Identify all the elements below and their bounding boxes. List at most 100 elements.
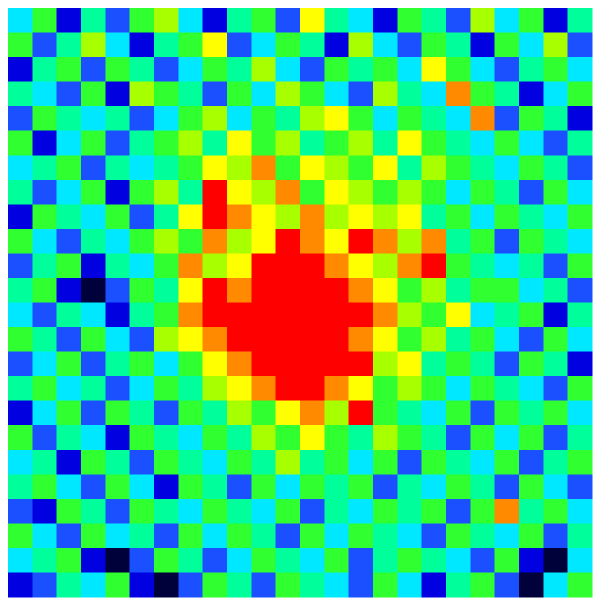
heatmap-cell [349, 376, 374, 401]
heatmap-cell [32, 253, 57, 278]
heatmap-cell [470, 572, 495, 597]
heatmap-cell [543, 106, 568, 131]
heatmap-cell [276, 523, 301, 548]
heatmap-cell [422, 327, 447, 352]
heatmap-cell [470, 253, 495, 278]
heatmap-cell [8, 376, 33, 401]
heatmap-cell [446, 572, 471, 597]
heatmap-cell [32, 8, 57, 33]
heatmap-cell [519, 106, 544, 131]
heatmap-cell [8, 401, 33, 426]
heatmap-cell [81, 106, 106, 131]
heatmap-cell [397, 253, 422, 278]
heatmap-cell [470, 106, 495, 131]
heatmap-cell [568, 180, 593, 205]
heatmap-cell [324, 376, 349, 401]
heatmap-cell [32, 548, 57, 573]
heatmap-cell [568, 425, 593, 450]
heatmap-cell [495, 523, 520, 548]
heatmap-cell [446, 303, 471, 328]
heatmap-cell [251, 229, 276, 254]
heatmap-cell [373, 278, 398, 303]
heatmap-cell [446, 352, 471, 377]
heatmap-cell [543, 229, 568, 254]
heatmap-cell [446, 155, 471, 180]
heatmap-cell [300, 204, 325, 229]
heatmap-cell [276, 106, 301, 131]
heatmap-cell [324, 278, 349, 303]
heatmap-cell [373, 253, 398, 278]
heatmap-cell [105, 327, 130, 352]
heatmap-cell [495, 180, 520, 205]
heatmap-cell [349, 8, 374, 33]
heatmap-cell [349, 352, 374, 377]
heatmap-cell [519, 131, 544, 156]
heatmap-cell [470, 131, 495, 156]
heatmap-cell [349, 425, 374, 450]
heatmap-cell [422, 8, 447, 33]
heatmap-cell [178, 33, 203, 58]
heatmap-cell [178, 106, 203, 131]
heatmap-cell [470, 376, 495, 401]
heatmap-cell [470, 352, 495, 377]
heatmap-cell [543, 474, 568, 499]
heatmap-cell [495, 450, 520, 475]
heatmap-cell [470, 401, 495, 426]
heatmap-cell [227, 180, 252, 205]
heatmap-cell [519, 278, 544, 303]
heatmap-cell [130, 57, 155, 82]
heatmap-cell [397, 204, 422, 229]
heatmap-cell [251, 278, 276, 303]
heatmap-cell [105, 572, 130, 597]
heatmap-cell [373, 425, 398, 450]
heatmap-cell [397, 8, 422, 33]
heatmap-cell [81, 229, 106, 254]
heatmap-cell [300, 450, 325, 475]
heatmap-cell [81, 376, 106, 401]
heatmap-cell [495, 352, 520, 377]
heatmap-cell [130, 180, 155, 205]
heatmap-cell [32, 499, 57, 524]
heatmap-cell [300, 180, 325, 205]
heatmap-cell [57, 572, 82, 597]
heatmap-cell [495, 474, 520, 499]
heatmap-cell [154, 33, 179, 58]
heatmap-cell [324, 253, 349, 278]
heatmap-cell [349, 450, 374, 475]
heatmap-cell [32, 155, 57, 180]
heatmap-cell [568, 253, 593, 278]
heatmap-cell [32, 425, 57, 450]
heatmap-cell [324, 180, 349, 205]
heatmap-cell [81, 82, 106, 107]
heatmap-cell [203, 253, 228, 278]
heatmap-cell [519, 474, 544, 499]
heatmap-cell [349, 401, 374, 426]
heatmap-cell [543, 327, 568, 352]
heatmap-cell [178, 499, 203, 524]
heatmap-cell [446, 33, 471, 58]
heatmap-cell [154, 401, 179, 426]
heatmap-cell [57, 82, 82, 107]
heatmap-cell [446, 253, 471, 278]
heatmap-cell [300, 352, 325, 377]
heatmap-cell [251, 57, 276, 82]
heatmap-cell [57, 204, 82, 229]
heatmap-cell [178, 278, 203, 303]
heatmap-cell [276, 253, 301, 278]
heatmap-cell [203, 229, 228, 254]
heatmap-cell [397, 131, 422, 156]
heatmap-cell [373, 82, 398, 107]
heatmap-cell [495, 131, 520, 156]
heatmap-cell [568, 523, 593, 548]
heatmap-cell [178, 548, 203, 573]
heatmap-cell [227, 57, 252, 82]
heatmap-cell [81, 450, 106, 475]
heatmap-cell [495, 106, 520, 131]
heatmap-cell [470, 548, 495, 573]
heatmap-cell [397, 303, 422, 328]
heatmap-cell [178, 180, 203, 205]
heatmap-cell [349, 572, 374, 597]
heatmap-cell [349, 106, 374, 131]
heatmap-cell [8, 523, 33, 548]
heatmap-cell [154, 155, 179, 180]
